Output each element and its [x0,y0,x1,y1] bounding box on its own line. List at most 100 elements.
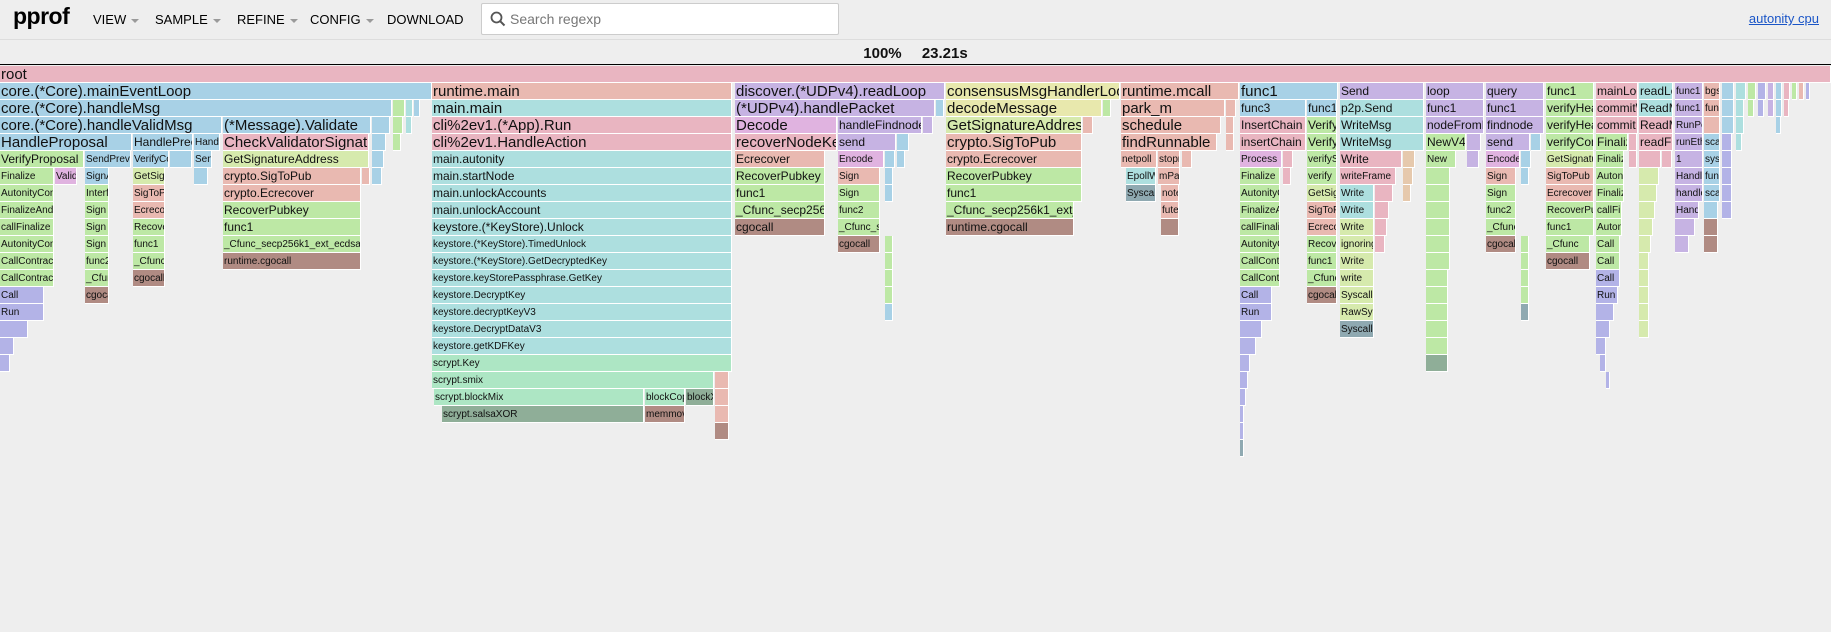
flame-frame[interactable]: main.main [432,100,732,117]
flame-frame[interactable]: send [838,134,896,151]
flame-frame[interactable]: scavenge [1704,185,1720,202]
flame-frame[interactable]: notesleep [1161,185,1179,202]
flame-frame[interactable] [393,100,405,117]
flame-frame[interactable] [885,185,893,202]
flame-frame[interactable]: 1 [1675,151,1703,168]
flame-frame[interactable]: runtime.cgocall [223,253,361,270]
flame-frame[interactable] [1639,151,1661,168]
flame-frame[interactable]: recoverNodeKey [735,134,837,151]
flame-frame[interactable]: runtime.main [432,83,732,100]
flame-frame[interactable]: Run [1596,287,1618,304]
flame-frame[interactable]: FinalizeAndAssemble [1240,202,1280,219]
flame-frame[interactable]: func1 [1307,253,1337,270]
flame-frame[interactable]: Write [1340,219,1374,236]
flame-frame[interactable]: Call [1596,236,1620,253]
flame-frame[interactable]: NewV4 [1426,134,1466,151]
flame-frame[interactable]: scrypt.blockMix [434,389,644,406]
flame-frame[interactable]: _Cfunc_secp [133,253,165,270]
flame-frame[interactable] [1639,219,1653,236]
flame-frame[interactable]: RecoverPubkey [133,219,165,236]
flame-frame[interactable] [1736,134,1742,151]
flame-frame[interactable] [1103,100,1111,117]
flame-frame[interactable] [1240,389,1246,406]
flame-frame[interactable] [1722,151,1732,168]
flame-frame[interactable]: Finalize [1596,151,1624,168]
flame-frame[interactable]: Write [1340,185,1374,202]
flame-frame[interactable] [372,117,390,134]
flame-frame[interactable]: memmove [645,406,685,423]
flame-frame[interactable]: func1 [1486,100,1544,117]
flame-frame[interactable] [1722,168,1732,185]
flame-frame[interactable] [1521,287,1529,304]
flame-frame[interactable]: Sign [1486,185,1516,202]
flame-frame[interactable] [1375,236,1385,253]
flame-frame[interactable]: scrypt.Key [432,355,732,372]
flame-frame[interactable] [1426,321,1448,338]
flame-frame[interactable]: Write [1340,253,1374,270]
flame-frame[interactable] [1639,168,1659,185]
flame-frame[interactable] [1426,338,1448,355]
flame-frame[interactable] [1675,236,1689,253]
flame-frame[interactable]: _Cfunc [1546,236,1590,253]
flame-frame[interactable]: func1 [1704,168,1720,185]
flame-frame[interactable] [1639,202,1655,219]
flame-frame[interactable]: Syscall [1340,321,1374,338]
flame-frame[interactable] [1639,236,1651,253]
flame-frame[interactable]: callFinalize [1240,219,1280,236]
flame-frame[interactable] [1792,83,1797,100]
flame-frame[interactable]: _Cfunc [1486,219,1516,236]
flame-frame[interactable] [1083,117,1093,134]
flame-frame[interactable]: crypto.Ecrecover [223,185,361,202]
flame-frame[interactable] [1704,202,1718,219]
flame-frame[interactable]: park_m [1121,100,1225,117]
flame-frame[interactable]: AutonityContract [0,236,54,253]
flame-frame[interactable] [923,117,933,134]
flame-frame[interactable]: keystore.(*KeyStore).GetDecryptedKey [432,253,732,270]
menu-download[interactable]: DOWNLOAD [387,12,464,27]
flame-frame[interactable] [1596,321,1610,338]
flame-frame[interactable] [1722,100,1734,117]
flame-frame[interactable]: callFinalize [0,219,54,236]
flame-frame[interactable]: SignAndBroadcast [85,168,109,185]
flame-frame[interactable] [1722,117,1734,134]
flame-frame[interactable]: verifyHeader [1546,117,1594,134]
flame-frame[interactable]: HandlePrevote [194,134,220,151]
flame-frame[interactable]: Sign [85,236,109,253]
flame-frame[interactable]: Sign [85,219,109,236]
flame-frame[interactable] [372,134,386,151]
flame-frame[interactable]: AutonityContract [1596,168,1624,185]
flame-frame[interactable] [1722,134,1732,151]
flame-frame[interactable] [897,151,905,168]
flame-frame[interactable] [1426,304,1448,321]
flame-frame[interactable]: GetSignatureAddress [1546,151,1594,168]
flame-frame[interactable] [1806,83,1810,100]
flame-frame[interactable] [1722,202,1732,219]
flame-frame[interactable] [1240,423,1244,440]
flame-frame[interactable]: Sign [85,202,109,219]
flame-frame[interactable] [1639,304,1649,321]
flame-frame[interactable] [1403,151,1415,168]
flame-frame[interactable]: root [0,66,1831,83]
flame-frame[interactable] [1240,321,1262,338]
flame-frame[interactable]: Run [1240,304,1272,321]
flame-frame[interactable]: nodeFromRPC [1426,117,1484,134]
flame-frame[interactable] [1776,100,1782,117]
flame-frame[interactable]: WriteMsg [1340,117,1424,134]
flame-frame[interactable]: Handle [1675,168,1703,185]
flame-frame[interactable]: Handle [1675,202,1699,219]
flame-frame[interactable] [885,304,893,321]
flame-frame[interactable] [1283,168,1291,185]
flame-frame[interactable]: GetSignatureAddress [223,151,369,168]
flame-frame[interactable]: main.unlockAccount [432,202,732,219]
flame-frame[interactable] [1226,134,1234,151]
flame-frame[interactable]: RunPeer [1675,117,1703,134]
flame-frame[interactable] [1639,321,1649,338]
flame-frame[interactable]: func3 [1240,100,1306,117]
flame-frame[interactable] [1521,151,1531,168]
flame-frame[interactable] [885,270,893,287]
flame-frame[interactable]: callFinalize [1596,202,1622,219]
flame-frame[interactable]: Decode [735,117,837,134]
flame-frame[interactable]: GetSignatureAddress [1307,185,1337,202]
flame-frame[interactable]: AutonityContract [1240,185,1280,202]
flame-frame[interactable]: cli%2ev1.(*App).Run [432,117,732,134]
